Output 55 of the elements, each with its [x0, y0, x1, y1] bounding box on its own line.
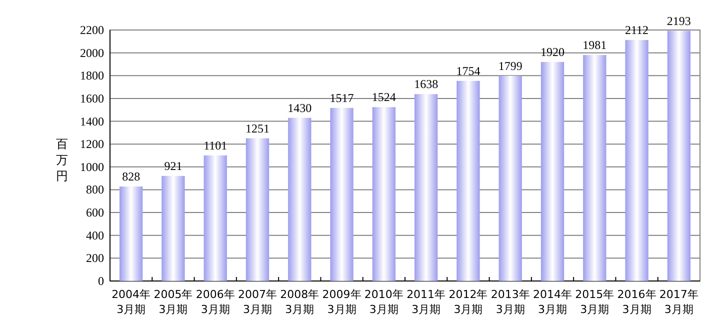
y-tick-label: 1400	[80, 114, 104, 128]
y-tick-label: 600	[86, 206, 104, 220]
x-tick-label: 2008年 3月期	[280, 288, 320, 316]
data-label: 1799	[498, 58, 522, 73]
bar	[288, 118, 312, 281]
x-tick-label: 2014年 3月期	[533, 288, 572, 316]
x-tick-label: 2011年 3月期	[406, 288, 446, 316]
bar	[498, 76, 522, 281]
data-label: 1517	[330, 90, 354, 105]
data-label: 1430	[288, 100, 312, 115]
x-tick-label: 2010年 3月期	[364, 288, 404, 316]
data-label: 1638	[414, 77, 438, 92]
y-tick-label: 800	[86, 182, 104, 197]
y-axis-title: 百万円	[56, 137, 68, 183]
x-tick-label: 2013年 3月期	[490, 288, 530, 316]
data-label: 2112	[625, 23, 649, 38]
x-tick-label: 2015年 3月期	[575, 288, 614, 316]
y-tick-label: 1200	[80, 137, 104, 152]
data-label: 1251	[246, 121, 270, 136]
x-tick-label: 2007年 3月期	[238, 288, 277, 316]
data-label: 828	[122, 170, 140, 184]
x-tick-label: 2009年 3月期	[322, 288, 362, 316]
y-tick-label: 2000	[80, 46, 104, 60]
bar	[667, 30, 691, 281]
bar	[162, 176, 185, 281]
bar	[204, 155, 227, 281]
bar	[540, 62, 564, 281]
bar	[246, 138, 270, 281]
data-label: 921	[164, 158, 182, 173]
data-label: 2193	[666, 14, 691, 28]
y-tick-label: 400	[86, 228, 104, 242]
x-tick-label: 2005年 3月期	[154, 288, 193, 316]
bar	[456, 80, 480, 281]
x-tick-label: 2004年 3月期	[112, 288, 151, 316]
y-tick-label: 2200	[80, 23, 104, 37]
x-tick-label: 2017年 3月期	[659, 288, 698, 316]
data-label: 1524	[372, 90, 396, 104]
bar	[119, 186, 143, 281]
y-tick-label: 0	[98, 274, 104, 288]
x-tick-label: 2006年 3月期	[196, 288, 235, 316]
bar	[372, 107, 396, 281]
bar	[414, 94, 438, 281]
y-tick-label: 200	[86, 251, 104, 266]
y-tick-label: 1800	[80, 68, 104, 83]
data-label: 1754	[456, 64, 480, 78]
bar	[583, 54, 606, 281]
bar	[330, 108, 354, 281]
bar	[625, 40, 648, 281]
x-tick-label: 2012年 3月期	[448, 288, 488, 316]
y-tick-label: 1000	[80, 160, 104, 174]
x-tick-label: 2016年 3月期	[617, 288, 656, 316]
data-label: 1981	[582, 38, 607, 52]
y-tick-label: 1600	[80, 91, 104, 106]
data-label: 1101	[204, 138, 228, 152]
data-label: 1920	[540, 44, 564, 59]
